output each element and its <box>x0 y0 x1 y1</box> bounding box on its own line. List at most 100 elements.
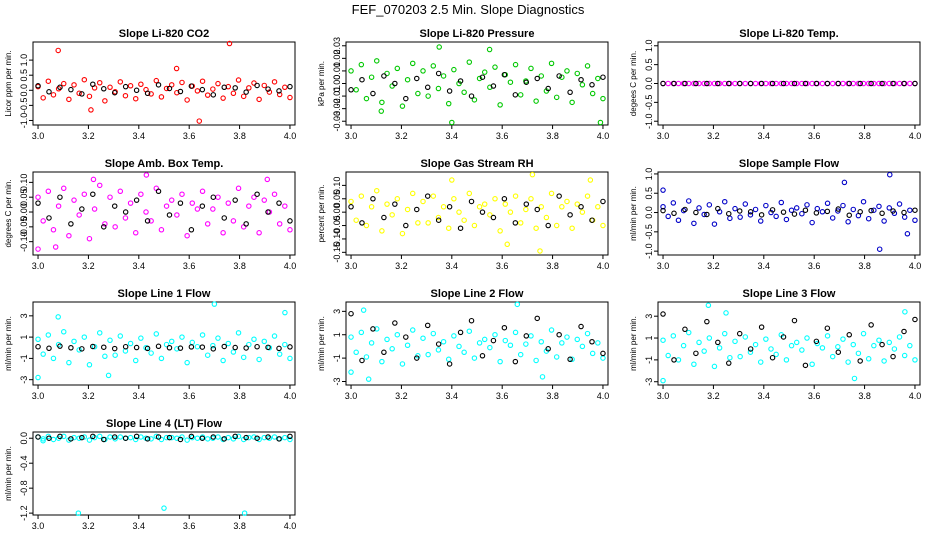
data-point <box>188 344 195 350</box>
data-point <box>479 209 486 215</box>
outlier-point <box>360 307 367 313</box>
data-point <box>793 339 800 346</box>
data-point <box>168 197 175 203</box>
data-point <box>148 436 154 442</box>
data-point <box>835 344 841 350</box>
y-tick-label: 0.10 <box>332 177 342 195</box>
series-selected <box>35 433 293 443</box>
data-point <box>287 83 293 90</box>
data-point <box>665 213 671 220</box>
data-point <box>813 210 820 216</box>
data-point <box>107 434 113 440</box>
data-point <box>466 328 473 334</box>
data-point <box>163 203 170 209</box>
panel-8: Slope Line 2 Flow 3.0 3.2 3.4 3.6 3.8 4.0 -3 -1 1… <box>317 288 609 401</box>
data-point <box>445 225 452 231</box>
data-point <box>502 337 509 344</box>
data-point <box>860 80 867 87</box>
y-axis-label: ml/min per min. <box>4 446 13 501</box>
data-point <box>693 80 699 87</box>
data-point <box>579 82 586 88</box>
data-point <box>865 80 872 87</box>
data-point <box>199 86 206 93</box>
data-point <box>517 220 524 226</box>
y-axis-label: kPa per min. <box>317 61 326 106</box>
data-point <box>891 346 898 352</box>
data-point <box>804 202 810 208</box>
data-point <box>353 87 359 93</box>
data-point <box>287 344 293 350</box>
data-point <box>757 218 764 224</box>
data-point <box>155 434 162 440</box>
data-point <box>133 344 140 351</box>
data-point <box>840 80 846 87</box>
y-tick-label: -1 <box>644 356 654 364</box>
data-point <box>600 74 606 80</box>
outlier-point <box>851 375 858 382</box>
data-point <box>876 80 882 87</box>
data-point <box>901 214 908 220</box>
data-point <box>680 207 687 214</box>
data-point <box>265 209 271 215</box>
data-point <box>799 80 805 87</box>
series-selected <box>35 343 293 352</box>
x-tick-label: 3.2 <box>395 131 408 141</box>
data-point <box>57 84 63 91</box>
y-tick-label: -0.15 <box>332 242 342 263</box>
data-point <box>912 80 918 87</box>
data-point <box>194 435 201 441</box>
data-point <box>564 68 570 74</box>
x-tick-label: 3.2 <box>82 391 95 401</box>
data-point <box>163 341 170 348</box>
data-point <box>682 80 688 87</box>
data-point <box>363 222 370 229</box>
data-point <box>471 97 478 103</box>
data-point <box>188 433 195 440</box>
data-point <box>35 343 41 350</box>
data-point <box>81 334 88 340</box>
data-point <box>276 88 282 94</box>
data-point <box>68 345 74 351</box>
panel-3: Slope Li-820 Temp. 3.0 3.2 3.4 3.6 3.8 4.0 -1.0… <box>629 28 921 141</box>
y-tick-label: -3 <box>644 378 654 386</box>
outlier-point <box>264 176 271 183</box>
data-point <box>440 338 447 345</box>
data-point <box>691 220 697 227</box>
data-point <box>507 209 514 215</box>
data-point <box>86 437 93 443</box>
data-point <box>35 200 41 206</box>
data-point <box>487 344 493 351</box>
y-tick-label: -0.05 <box>332 215 342 236</box>
outlier-point <box>105 372 112 379</box>
data-point <box>446 88 453 94</box>
data-point <box>368 340 375 346</box>
data-point <box>780 80 787 87</box>
data-point <box>399 103 406 109</box>
data-point <box>232 344 238 351</box>
data-point <box>793 80 800 87</box>
data-point <box>890 208 896 214</box>
data-point <box>564 198 570 205</box>
data-point <box>534 75 540 82</box>
data-point <box>691 361 697 367</box>
data-point <box>246 85 252 91</box>
data-point <box>492 331 498 338</box>
data-point <box>600 198 606 205</box>
data-point <box>204 436 211 442</box>
data-point <box>545 222 551 229</box>
data-point <box>265 86 271 92</box>
data-point <box>600 355 606 361</box>
data-point <box>392 320 398 326</box>
data-point <box>600 350 606 357</box>
y-tick-label: 3 <box>19 313 29 318</box>
data-point <box>512 358 519 365</box>
data-point <box>90 81 96 88</box>
data-point <box>512 61 519 68</box>
data-point <box>711 221 718 227</box>
outlier-point <box>365 376 372 382</box>
data-point <box>243 434 249 441</box>
data-point <box>107 337 113 344</box>
data-point <box>752 206 759 213</box>
data-point <box>716 345 723 351</box>
data-point <box>179 79 185 86</box>
